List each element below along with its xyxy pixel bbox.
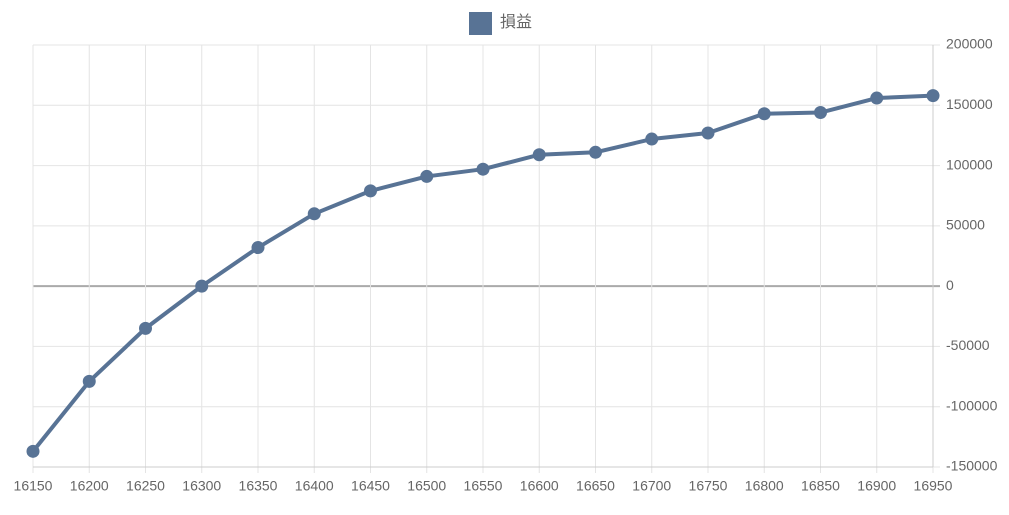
data-point: [926, 89, 940, 103]
y-tick-label: 100000: [946, 156, 993, 172]
x-tick-label: 16300: [182, 478, 221, 494]
data-point: [26, 444, 40, 458]
data-point: [251, 241, 265, 255]
x-tick-label: 16550: [464, 478, 503, 494]
data-point: [870, 91, 884, 105]
x-tick-label: 16350: [239, 478, 278, 494]
x-tick-label: 16800: [745, 478, 784, 494]
y-tick-label: 200000: [946, 36, 993, 52]
x-tick-label: 16400: [295, 478, 334, 494]
data-point: [195, 279, 209, 293]
data-point: [364, 184, 377, 198]
data-point: [701, 126, 715, 140]
data-point: [420, 169, 434, 183]
x-tick-label: 16850: [801, 478, 840, 494]
x-tick-label: 16700: [632, 478, 671, 494]
x-tick-label: 16450: [351, 478, 390, 494]
x-tick-label: 16200: [70, 478, 109, 494]
x-tick-label: 16950: [914, 478, 953, 494]
data-point: [814, 106, 827, 120]
x-tick-label: 16250: [126, 478, 165, 494]
legend-swatch: [469, 12, 492, 35]
y-tick-label: 0: [946, 277, 954, 293]
data-point: [532, 148, 546, 162]
x-tick-label: 16750: [689, 478, 728, 494]
data-point: [307, 207, 321, 221]
data-point: [589, 145, 602, 159]
data-point: [139, 321, 152, 335]
legend-label: 損益: [500, 13, 532, 31]
y-tick-label: -50000: [946, 337, 990, 353]
data-point: [645, 132, 659, 146]
data-point: [82, 374, 96, 388]
data-point: [757, 107, 771, 121]
y-tick-label: 150000: [946, 96, 993, 112]
x-tick-label: 16150: [14, 478, 53, 494]
x-tick-label: 16650: [576, 478, 615, 494]
y-tick-label: -150000: [946, 458, 998, 474]
y-tick-label: 50000: [946, 217, 985, 233]
x-tick-label: 16500: [407, 478, 446, 494]
data-point: [476, 162, 490, 176]
x-tick-label: 16900: [857, 478, 896, 494]
y-tick-label: -100000: [946, 397, 998, 413]
x-tick-label: 16600: [520, 478, 559, 494]
